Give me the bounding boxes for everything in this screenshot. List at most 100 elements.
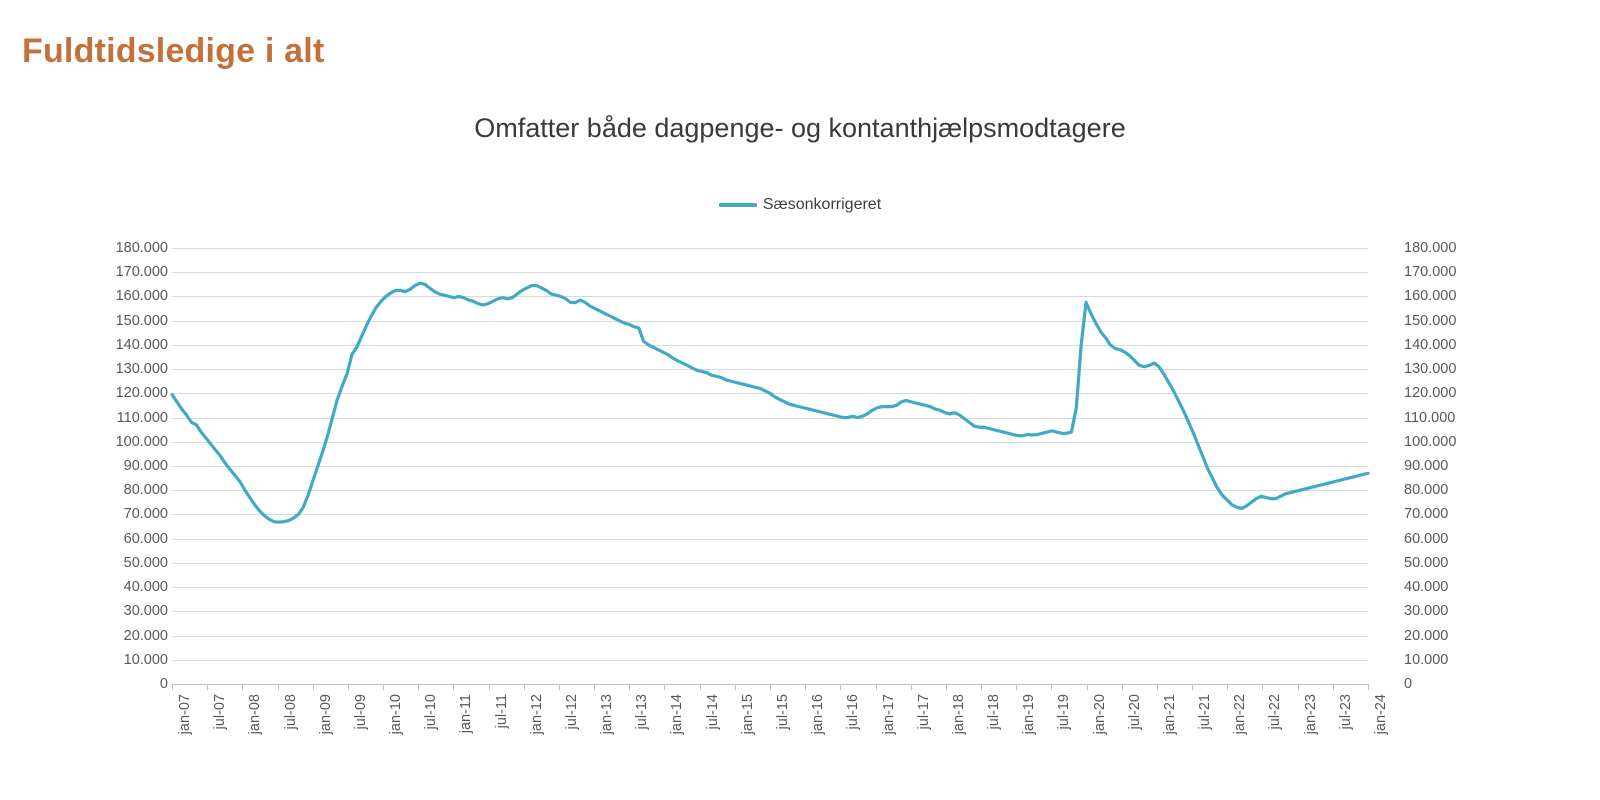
x-tick-mark: [172, 684, 173, 690]
y-tick-label-right: 170.000: [1404, 264, 1457, 281]
x-tick-label: jul-16: [845, 694, 862, 730]
x-tick-label: jul-11: [493, 694, 510, 729]
y-tick-label-right: 70.000: [1404, 506, 1449, 523]
x-tick-mark: [734, 684, 736, 690]
x-tick-mark: [805, 684, 807, 690]
x-tick-label: jul-17: [915, 694, 932, 730]
gridline: [172, 344, 1368, 346]
x-tick-label: jan-21: [1161, 694, 1178, 735]
y-tick-label-right: 90.000: [1404, 458, 1449, 474]
y-tick-label-left: 120.000: [115, 385, 168, 402]
x-tick-mark: [910, 684, 912, 690]
x-tick-label: jul-19: [1056, 694, 1073, 730]
x-tick-mark: [840, 684, 842, 690]
x-tick-mark: [418, 684, 420, 690]
y-tick-label-right: 160.000: [1404, 288, 1457, 305]
y-tick-label-right: 20.000: [1404, 627, 1449, 644]
gridline: [172, 466, 1368, 467]
y-tick-label-left: 80.000: [123, 482, 168, 499]
x-tick-mark: [558, 684, 560, 690]
y-axis-left: 180.000 170.000 160.000 150.000 140.000 130.0…: [78, 238, 168, 694]
y-tick-label-left: 100.000: [115, 433, 168, 450]
x-tick-label: jan-15: [739, 694, 756, 735]
x-tick-mark: [1156, 684, 1158, 690]
y-tick-label-right: 150.000: [1404, 312, 1457, 329]
x-tick-mark: [1332, 684, 1334, 690]
x-tick-label: jan-08: [247, 694, 264, 735]
x-tick-label: jan-17: [880, 694, 897, 735]
y-tick-label-right: 110.000: [1404, 409, 1456, 426]
y-tick-label-left: 170.000: [115, 264, 168, 281]
x-tick-label: jul-23: [1337, 694, 1354, 730]
x-tick-mark: [383, 684, 385, 690]
x-tick-mark: [981, 684, 983, 690]
y-tick-label-right: 50.000: [1404, 554, 1449, 571]
y-tick-label-right: 40.000: [1404, 579, 1449, 596]
y-tick-label-left: 10.000: [123, 651, 168, 668]
gridline: [172, 369, 1368, 371]
gridline: [172, 272, 1368, 274]
x-tick-label: jul-08: [282, 694, 299, 730]
x-tick-label: jan-18: [950, 694, 967, 735]
x-tick-label: jan-14: [669, 694, 686, 735]
y-tick-label-left: 60.000: [123, 530, 168, 547]
x-tick-label: jan-20: [1091, 694, 1108, 735]
x-tick-mark: [1368, 684, 1369, 690]
x-tick-mark: [875, 684, 877, 690]
x-tick-label: jan-09: [317, 694, 334, 735]
x-tick-label: jan-12: [528, 694, 545, 735]
x-tick-mark: [770, 684, 771, 690]
y-tick-label-left: 40.000: [123, 579, 168, 596]
y-tick-label-left: 0: [159, 676, 168, 692]
chart-legend: Sæsonkorrigeret: [0, 196, 1600, 214]
x-tick-label: jan-07: [177, 694, 193, 735]
x-tick-mark: [277, 684, 279, 690]
x-tick-mark: [1262, 684, 1264, 690]
y-tick-label-right: 60.000: [1404, 530, 1449, 547]
series-line: [170, 281, 1370, 524]
x-tick-mark: [312, 684, 314, 690]
y-tick-label-left: 160.000: [115, 288, 168, 305]
x-tick-label: jan-13: [599, 694, 616, 735]
x-tick-label: jul-12: [563, 694, 580, 730]
x-tick-mark: [699, 684, 701, 690]
x-tick-label: jul-22: [1267, 694, 1284, 730]
x-tick-label: jan-23: [1302, 694, 1319, 735]
y-tick-label-right: 140.000: [1404, 336, 1457, 353]
gridline: [172, 441, 1368, 443]
y-tick-label-left: 110.000: [116, 409, 168, 426]
x-tick-mark: [1016, 684, 1018, 690]
x-tick-label: jan-10: [388, 694, 405, 735]
x-tick-mark: [1227, 684, 1229, 690]
y-tick-label-right: 180.000: [1404, 240, 1457, 256]
x-tick-label: jul-20: [1126, 694, 1143, 730]
y-tick-label-left: 70.000: [123, 506, 168, 523]
x-tick-label: jul-21: [1197, 694, 1214, 730]
x-tick-mark: [945, 684, 947, 690]
x-tick-label: jul-14: [704, 694, 721, 730]
x-tick-mark: [629, 684, 631, 690]
x-tick-label: jan-11: [458, 694, 475, 734]
x-tick-mark: [1121, 684, 1123, 690]
x-tick-label: jul-09: [352, 694, 369, 730]
x-tick-label: jan-16: [810, 694, 827, 735]
chart-subtitle: Omfatter både dagpenge- og kontanthjælps…: [474, 113, 1126, 143]
gridline: [172, 320, 1368, 322]
gridline: [172, 296, 1368, 298]
legend-swatch-saesonkorrigeret: [718, 203, 757, 207]
x-tick-mark: [1051, 684, 1053, 690]
y-tick-label-left: 20.000: [123, 627, 168, 644]
x-tick-mark: [453, 684, 455, 690]
legend-label-saesonkorrigeret: Sæsonkorrigeret: [762, 196, 882, 213]
y-tick-label-left: 90.000: [123, 458, 168, 474]
x-tick-mark: [488, 684, 490, 690]
chart-series-saesonkorrigeret: [170, 281, 1370, 524]
x-tick-label: jan-19: [1021, 694, 1038, 735]
y-tick-label-right: 30.000: [1404, 603, 1449, 620]
gridline: [172, 659, 1368, 661]
x-tick-label: jan-24: [1373, 694, 1389, 735]
x-tick-mark: [664, 684, 666, 690]
y-tick-label-left: 130.000: [115, 361, 168, 378]
x-tick-label: jul-13: [634, 694, 651, 730]
